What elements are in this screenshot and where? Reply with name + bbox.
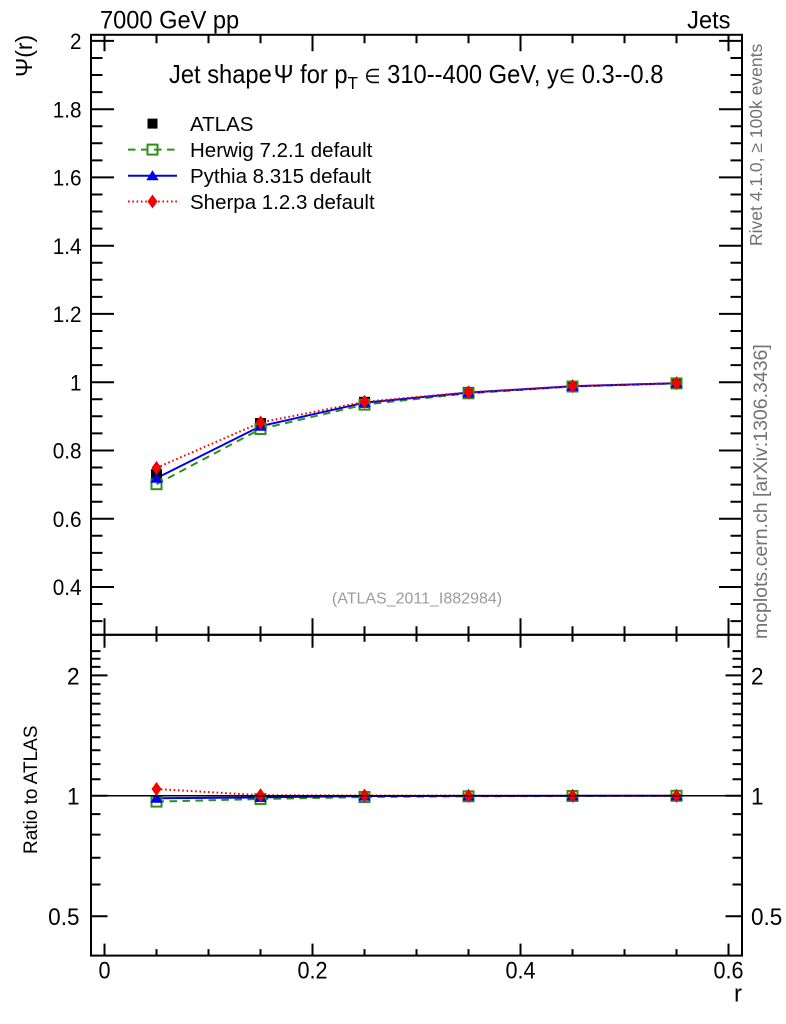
svg-text:0.6: 0.6 bbox=[713, 956, 743, 983]
svg-text:Ψ(r): Ψ(r) bbox=[11, 35, 37, 77]
svg-text:0.4: 0.4 bbox=[505, 956, 535, 983]
svg-text:1.4: 1.4 bbox=[53, 233, 82, 259]
svg-text:2: 2 bbox=[70, 28, 82, 54]
svg-text:Jet shape Ψ for pT ∈ 310--400: Jet shape Ψ for pT ∈ 310--400 GeV, y∈ 0.… bbox=[169, 61, 663, 93]
svg-text:r: r bbox=[734, 981, 742, 1008]
svg-text:2: 2 bbox=[751, 662, 764, 689]
svg-text:2: 2 bbox=[67, 662, 80, 689]
svg-text:0: 0 bbox=[98, 956, 110, 983]
svg-text:0.5: 0.5 bbox=[48, 903, 79, 930]
svg-text:0.8: 0.8 bbox=[53, 438, 82, 464]
svg-text:0.5: 0.5 bbox=[751, 903, 782, 930]
svg-text:1.8: 1.8 bbox=[53, 97, 82, 123]
svg-text:0.2: 0.2 bbox=[297, 956, 327, 983]
svg-text:mcplots.cern.ch [arXiv:1306.34: mcplots.cern.ch [arXiv:1306.3436] bbox=[750, 344, 772, 639]
svg-text:Herwig 7.2.1 default: Herwig 7.2.1 default bbox=[190, 139, 373, 162]
svg-text:Jets: Jets bbox=[687, 7, 730, 35]
svg-text:Ratio to ATLAS: Ratio to ATLAS bbox=[21, 726, 42, 855]
svg-text:(ATLAS_2011_I882984): (ATLAS_2011_I882984) bbox=[332, 590, 502, 607]
svg-text:1: 1 bbox=[751, 783, 764, 810]
svg-text:1: 1 bbox=[70, 370, 82, 396]
svg-text:1.2: 1.2 bbox=[53, 301, 82, 327]
svg-text:7000 GeV pp: 7000 GeV pp bbox=[100, 7, 239, 35]
svg-text:Pythia 8.315 default: Pythia 8.315 default bbox=[190, 165, 372, 188]
svg-text:1.6: 1.6 bbox=[53, 165, 82, 191]
svg-text:ATLAS: ATLAS bbox=[190, 113, 253, 136]
svg-text:Sherpa 1.2.3 default: Sherpa 1.2.3 default bbox=[190, 191, 375, 214]
svg-text:0.6: 0.6 bbox=[53, 506, 82, 532]
svg-text:1: 1 bbox=[67, 783, 80, 810]
svg-text:0.4: 0.4 bbox=[53, 574, 82, 600]
svg-text:Rivet 4.1.0, ≥ 100k events: Rivet 4.1.0, ≥ 100k events bbox=[746, 44, 766, 246]
